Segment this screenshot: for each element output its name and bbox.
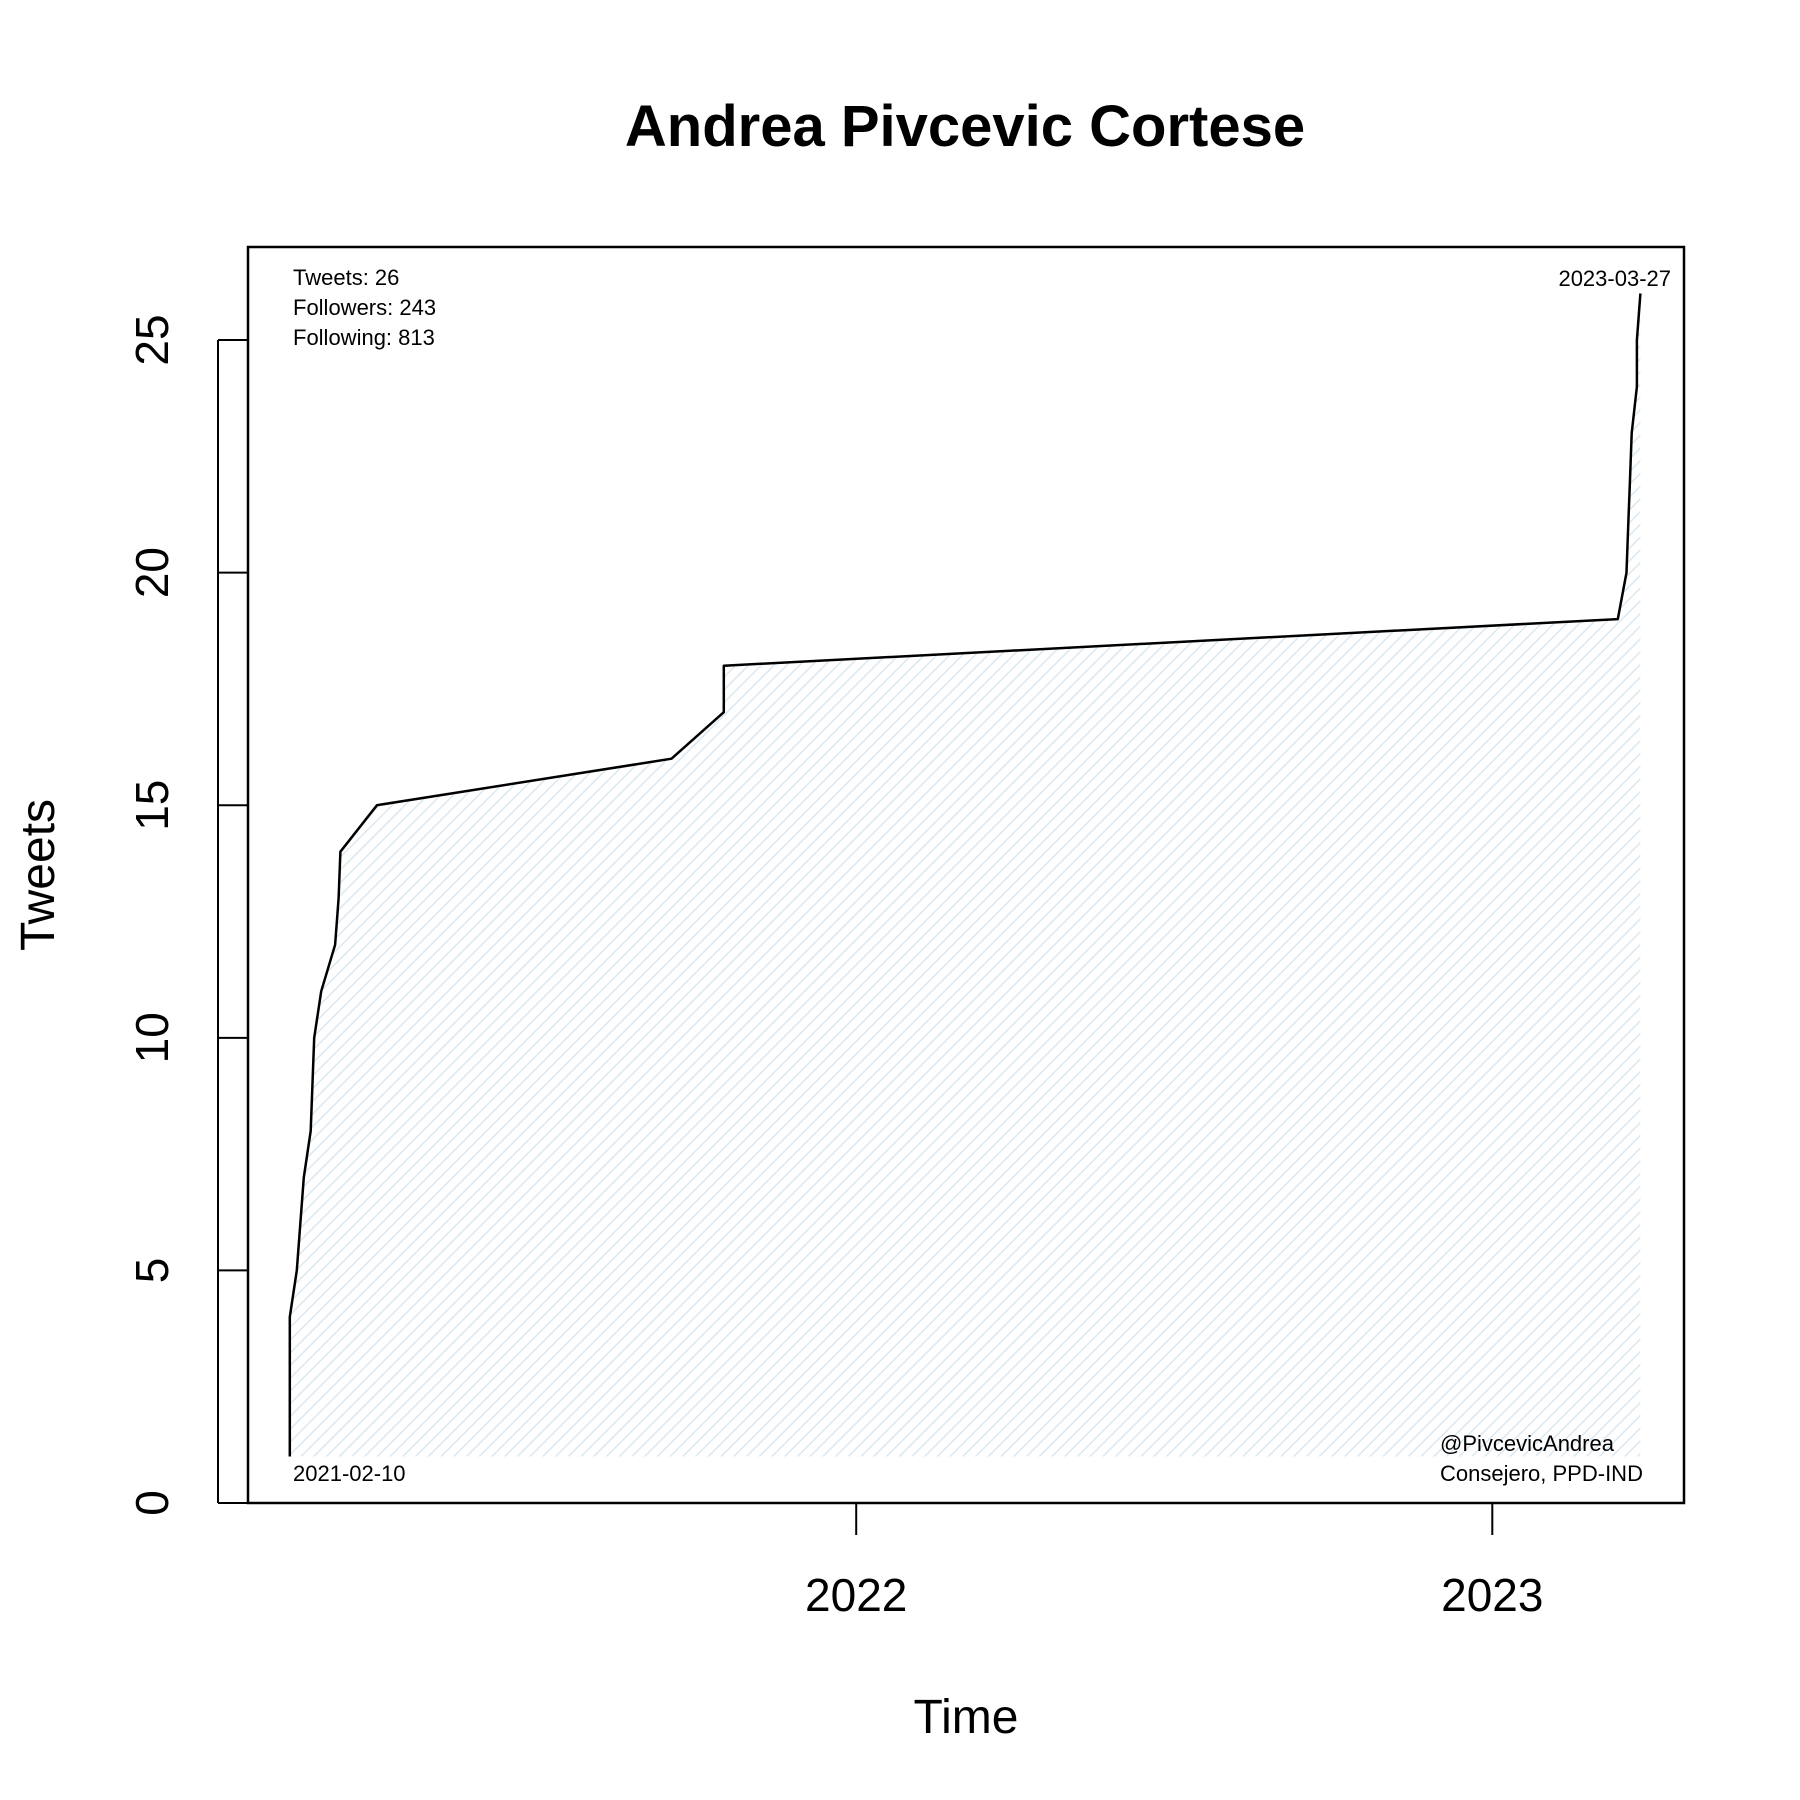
x-axis-label: Time <box>914 1691 1019 1744</box>
start-date-label: 2021-02-10 <box>293 1461 406 1486</box>
y-axis-label: Tweets <box>12 799 65 951</box>
y-tick-label-10: 10 <box>126 1012 178 1063</box>
cumulative-line-series-0 <box>288 293 1642 1457</box>
stat-tweets: Tweets: 26 <box>293 265 399 290</box>
x-tick-label-2022: 2022 <box>805 1569 907 1621</box>
y-tick-label-0: 0 <box>126 1490 178 1516</box>
chart-title: Andrea Pivcevic Cortese <box>625 94 1305 159</box>
stat-following: Following: 813 <box>293 325 435 350</box>
end-date-label: 2023-03-27 <box>1558 266 1671 291</box>
account-role: Consejero, PPD-IND <box>1440 1461 1643 1486</box>
y-tick-label-5: 5 <box>126 1258 178 1284</box>
area-fill-series-0 <box>289 293 1641 1457</box>
x-tick-label-2023: 2023 <box>1441 1569 1543 1621</box>
stat-followers: Followers: 243 <box>293 295 436 320</box>
plot-area <box>288 293 1642 1457</box>
y-tick-label-20: 20 <box>126 547 178 598</box>
y-tick-label-15: 15 <box>126 780 178 831</box>
y-tick-label-25: 25 <box>126 314 178 365</box>
x-axis: 2022 2023 <box>805 1502 1543 1621</box>
account-handle: @PivcevicAndrea <box>1440 1431 1615 1456</box>
y-axis: 0 5 10 15 20 25 <box>126 314 248 1516</box>
stats-annotation: Tweets: 26 Followers: 243 Following: 813 <box>293 265 436 350</box>
